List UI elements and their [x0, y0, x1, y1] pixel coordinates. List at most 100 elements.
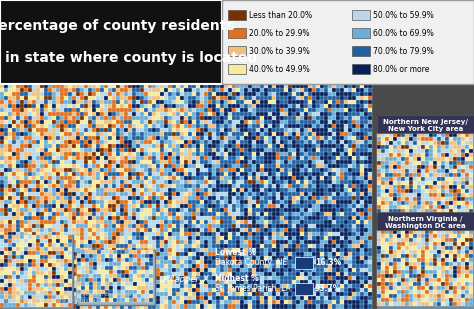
Bar: [160, 84, 164, 88]
Bar: [469, 286, 474, 290]
Bar: [140, 284, 145, 289]
Bar: [320, 136, 325, 141]
Text: County equivalents used for Alaska, Louisiana,: County equivalents used for Alaska, Loui…: [4, 292, 133, 297]
Bar: [352, 128, 356, 133]
Bar: [28, 280, 33, 285]
Bar: [272, 152, 276, 156]
Bar: [149, 262, 153, 266]
Bar: [132, 136, 137, 141]
Bar: [125, 294, 129, 298]
Bar: [425, 201, 429, 205]
Bar: [64, 243, 68, 247]
Bar: [88, 144, 92, 149]
Bar: [96, 84, 100, 88]
Bar: [296, 288, 301, 293]
Bar: [160, 284, 164, 289]
Bar: [208, 196, 212, 201]
Bar: [264, 300, 268, 304]
Bar: [441, 149, 445, 153]
Bar: [397, 246, 401, 250]
Bar: [316, 260, 320, 265]
Bar: [268, 136, 273, 141]
Bar: [12, 236, 17, 240]
Bar: [232, 140, 237, 145]
Bar: [228, 196, 233, 201]
Bar: [136, 252, 140, 256]
Bar: [133, 270, 137, 274]
Bar: [389, 201, 393, 205]
Bar: [385, 177, 389, 181]
Bar: [68, 251, 73, 255]
Bar: [76, 208, 81, 213]
Bar: [232, 292, 237, 297]
Bar: [441, 185, 445, 189]
Bar: [76, 120, 81, 125]
Bar: [220, 280, 225, 285]
Bar: [180, 244, 184, 248]
Bar: [108, 148, 112, 153]
Bar: [8, 220, 12, 225]
Bar: [140, 248, 145, 252]
Bar: [296, 84, 301, 88]
Bar: [188, 168, 192, 172]
Bar: [20, 140, 25, 145]
Bar: [92, 260, 97, 265]
Bar: [116, 172, 120, 176]
Bar: [268, 260, 273, 265]
Bar: [196, 180, 201, 184]
Bar: [72, 268, 76, 273]
Bar: [89, 290, 93, 294]
Bar: [368, 184, 373, 188]
Bar: [224, 232, 228, 236]
Bar: [92, 292, 97, 297]
Bar: [312, 140, 317, 145]
Bar: [397, 181, 401, 185]
Bar: [152, 288, 156, 293]
Bar: [441, 234, 445, 238]
Bar: [308, 112, 312, 116]
Bar: [292, 232, 297, 236]
Bar: [108, 212, 112, 217]
Bar: [20, 144, 25, 149]
Bar: [352, 220, 356, 225]
Bar: [184, 300, 189, 304]
Bar: [93, 266, 97, 270]
Bar: [112, 88, 117, 92]
Bar: [433, 181, 438, 185]
Bar: [156, 216, 161, 221]
Bar: [228, 236, 233, 240]
Bar: [340, 152, 345, 156]
Bar: [421, 177, 425, 181]
Bar: [132, 88, 137, 92]
Bar: [68, 176, 73, 180]
Bar: [16, 156, 20, 160]
Bar: [200, 196, 204, 201]
Bar: [364, 120, 368, 125]
Bar: [437, 145, 441, 149]
Bar: [128, 280, 133, 285]
Bar: [288, 128, 292, 133]
Bar: [332, 256, 337, 260]
Bar: [284, 144, 289, 149]
Bar: [60, 208, 64, 213]
Bar: [288, 104, 292, 108]
Bar: [292, 128, 297, 133]
Bar: [280, 208, 284, 213]
Bar: [124, 252, 128, 256]
Bar: [389, 294, 393, 298]
Bar: [145, 286, 149, 290]
Bar: [44, 295, 48, 299]
Bar: [425, 161, 429, 165]
Bar: [64, 228, 69, 232]
Bar: [304, 204, 309, 209]
Bar: [52, 136, 56, 141]
Bar: [180, 148, 184, 153]
Bar: [312, 252, 317, 256]
Bar: [260, 244, 264, 248]
Bar: [445, 169, 449, 173]
Bar: [8, 96, 12, 100]
Bar: [445, 294, 449, 298]
Bar: [352, 284, 356, 289]
Bar: [453, 137, 457, 141]
Bar: [36, 291, 40, 295]
